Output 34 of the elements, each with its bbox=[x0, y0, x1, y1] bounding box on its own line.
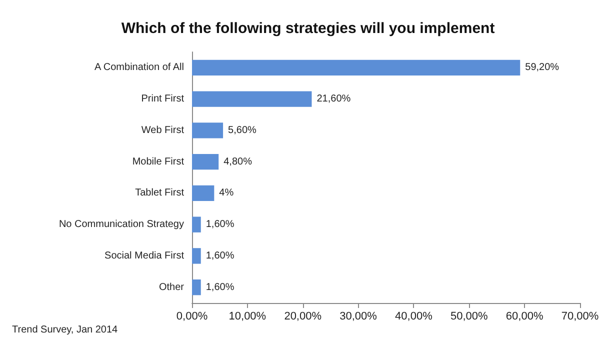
text: Trend Survey, Jan 2014 bbox=[12, 324, 118, 336]
bar bbox=[192, 248, 201, 264]
bar bbox=[192, 91, 312, 107]
data-label: 5,60% bbox=[228, 124, 257, 136]
bar bbox=[192, 60, 520, 76]
data-label: 1,60% bbox=[206, 282, 234, 293]
y-tick-label: A Combination of All bbox=[94, 62, 184, 74]
bar bbox=[192, 154, 219, 170]
data-label: 21,60% bbox=[316, 94, 351, 105]
data-label: 1,60% bbox=[206, 250, 234, 262]
y-tick-label: Other bbox=[158, 282, 185, 293]
bar bbox=[192, 279, 201, 296]
bar bbox=[192, 185, 214, 202]
x-tick-label: 0,00% bbox=[176, 310, 208, 322]
bar bbox=[192, 122, 224, 138]
data-label: 4% bbox=[219, 188, 234, 199]
data-label: 4,80% bbox=[224, 156, 252, 168]
data-label: 59,20% bbox=[525, 62, 560, 74]
x-tick-label: 40,00% bbox=[395, 310, 433, 322]
y-tick-label: No Communication Strategy bbox=[58, 219, 184, 230]
y-tick-label: Mobile First bbox=[132, 156, 184, 168]
y-tick-label: Web First bbox=[141, 124, 184, 136]
chart-title: Which of the following strategies will you implement bbox=[121, 20, 495, 37]
data-label: 1,60% bbox=[206, 219, 234, 230]
y-tick-label: Tablet First bbox=[135, 188, 184, 199]
x-tick-label: 30,00% bbox=[340, 310, 378, 322]
bar bbox=[192, 216, 201, 232]
x-tick-label: 10,00% bbox=[228, 310, 266, 322]
x-tick-label: 60,00% bbox=[506, 310, 544, 322]
x-tick-label: 70,00% bbox=[561, 310, 599, 322]
y-tick-label: Print First bbox=[141, 94, 184, 105]
x-tick-label: 50,00% bbox=[450, 310, 488, 322]
y-tick-label: Social Media First bbox=[104, 250, 184, 262]
x-tick-label: 20,00% bbox=[284, 310, 322, 322]
